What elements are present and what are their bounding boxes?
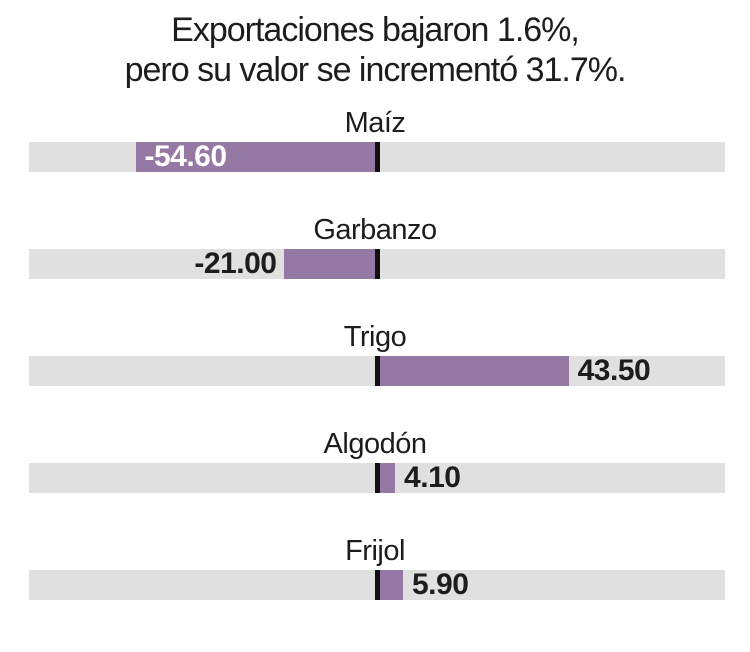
bar-row-algodon: Algodón 4.10: [0, 428, 750, 494]
bar-rows: Maíz -54.60 Garbanzo -21.00 Trigo 43.50: [0, 107, 750, 601]
bar-segment: [377, 570, 403, 600]
bar-track: -54.60: [29, 140, 725, 173]
bar-segment: [284, 249, 377, 279]
zero-axis-tick: [374, 570, 380, 600]
zero-axis-tick: [374, 463, 380, 493]
category-label: Garbanzo: [313, 214, 437, 246]
bar-track: 4.10: [29, 461, 725, 494]
value-label: 4.10: [404, 461, 461, 494]
bar-segment: [136, 142, 377, 172]
zero-axis-tick: [374, 356, 380, 386]
value-label: -21.00: [194, 247, 277, 280]
category-label: Algodón: [323, 428, 427, 460]
bar-track: 43.50: [29, 354, 725, 387]
chart-title-line1: Exportaciones bajaron 1.6%,: [171, 11, 580, 49]
value-label: 5.90: [411, 568, 469, 601]
zero-axis-tick: [374, 249, 380, 279]
bar-track: -21.00: [29, 247, 725, 280]
chart-title: Exportaciones bajaron 1.6%, pero su valo…: [0, 0, 750, 90]
bar-row-garbanzo: Garbanzo -21.00: [0, 214, 750, 280]
bar-segment: [377, 463, 396, 493]
bar-track: 5.90: [29, 568, 725, 601]
bar-row-trigo: Trigo 43.50: [0, 321, 750, 387]
category-label: Frijol: [345, 535, 405, 567]
zero-axis-tick: [374, 142, 380, 172]
value-label: -54.60: [144, 140, 227, 173]
chart-title-line2: pero su valor se incrementó 31.7%.: [124, 51, 627, 89]
bar-row-maiz: Maíz -54.60: [0, 107, 750, 173]
category-label: Maíz: [344, 107, 406, 139]
category-label: Trigo: [343, 321, 407, 353]
bar-row-frijol: Frijol 5.90: [0, 535, 750, 601]
value-label: 43.50: [577, 354, 651, 387]
bar-segment: [377, 356, 569, 386]
